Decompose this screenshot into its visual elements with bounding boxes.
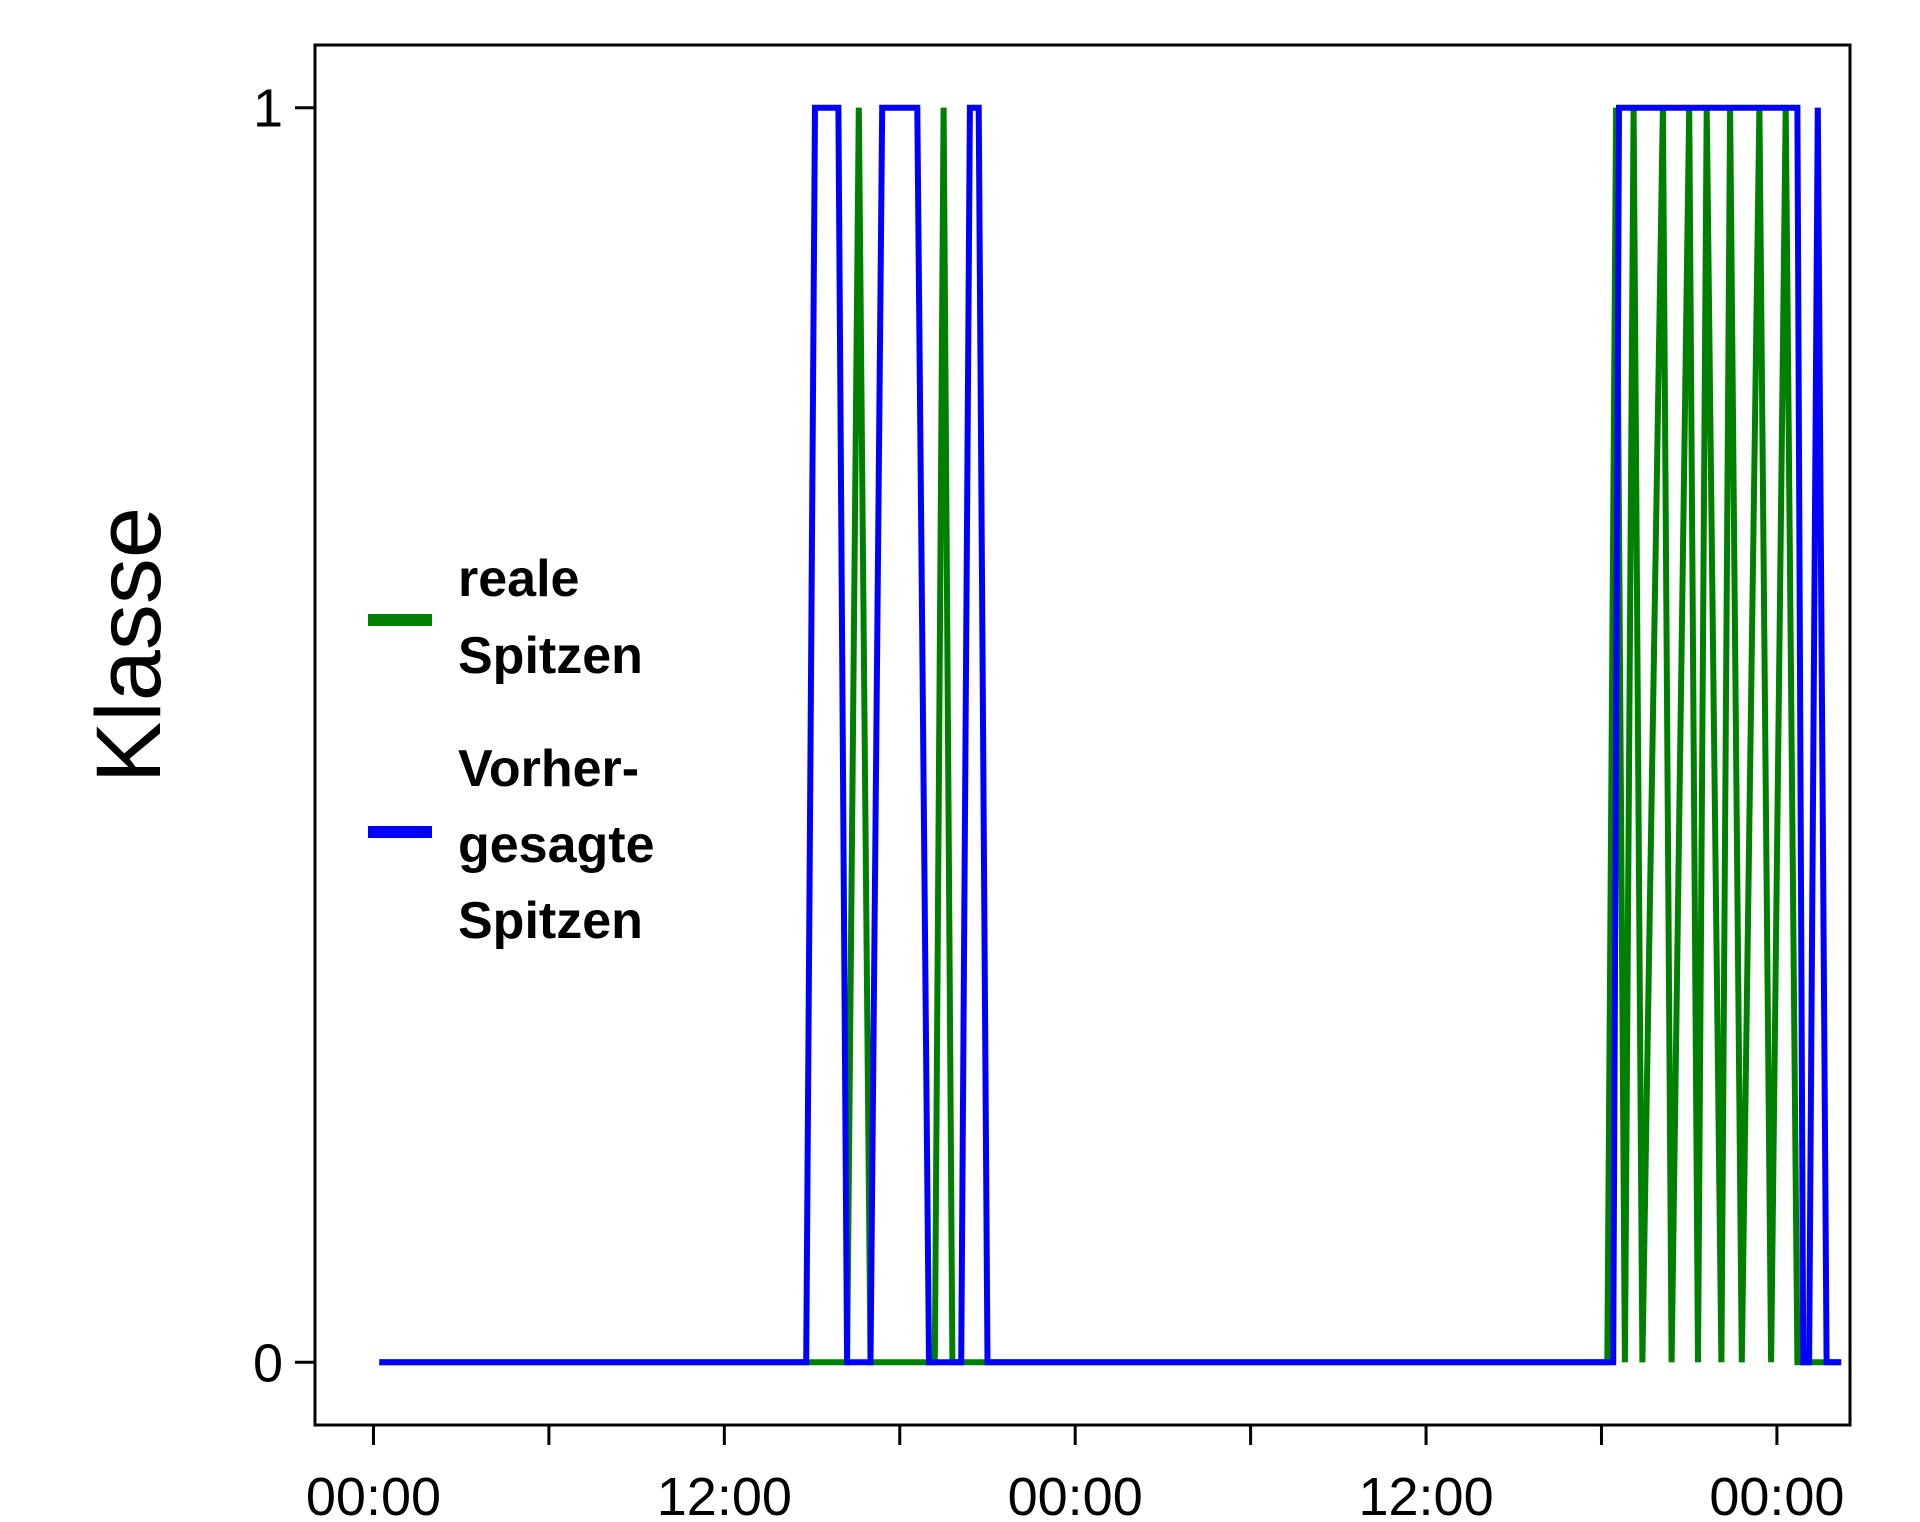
x-tick-label: 00:00 (1008, 1467, 1143, 1522)
y-axis-label: Klasse (78, 507, 180, 783)
x-tick-label: 00:00 (306, 1467, 441, 1522)
legend-label-predicted-line2: gesagte (458, 816, 655, 874)
series-line-predicted-peaks (379, 104, 1842, 1366)
legend-label-real-line2: Spitzen (458, 627, 643, 685)
series-line-real-peaks (379, 107, 1842, 1366)
y-tick-label: 1 (253, 79, 283, 139)
x-tick-label: 12:00 (1358, 1467, 1493, 1522)
legend-label-predicted-line1: Vorher- (458, 740, 639, 798)
x-tick-label: 00:00 (1709, 1467, 1844, 1522)
legend-label-predicted-line3: Spitzen (458, 892, 643, 950)
x-tick-label: 12:00 (657, 1467, 792, 1522)
legend: reale Spitzen Vorher- gesagte Spitzen (368, 550, 655, 950)
plot-frame (313, 43, 1852, 1427)
y-tick-label: 0 (253, 1333, 283, 1393)
axis-layer: 00:00 12:00 00:00 12:00 00:00 0 1 (253, 79, 1845, 1522)
legend-label-real-line1: reale (458, 550, 579, 608)
series-layer (379, 104, 1842, 1366)
